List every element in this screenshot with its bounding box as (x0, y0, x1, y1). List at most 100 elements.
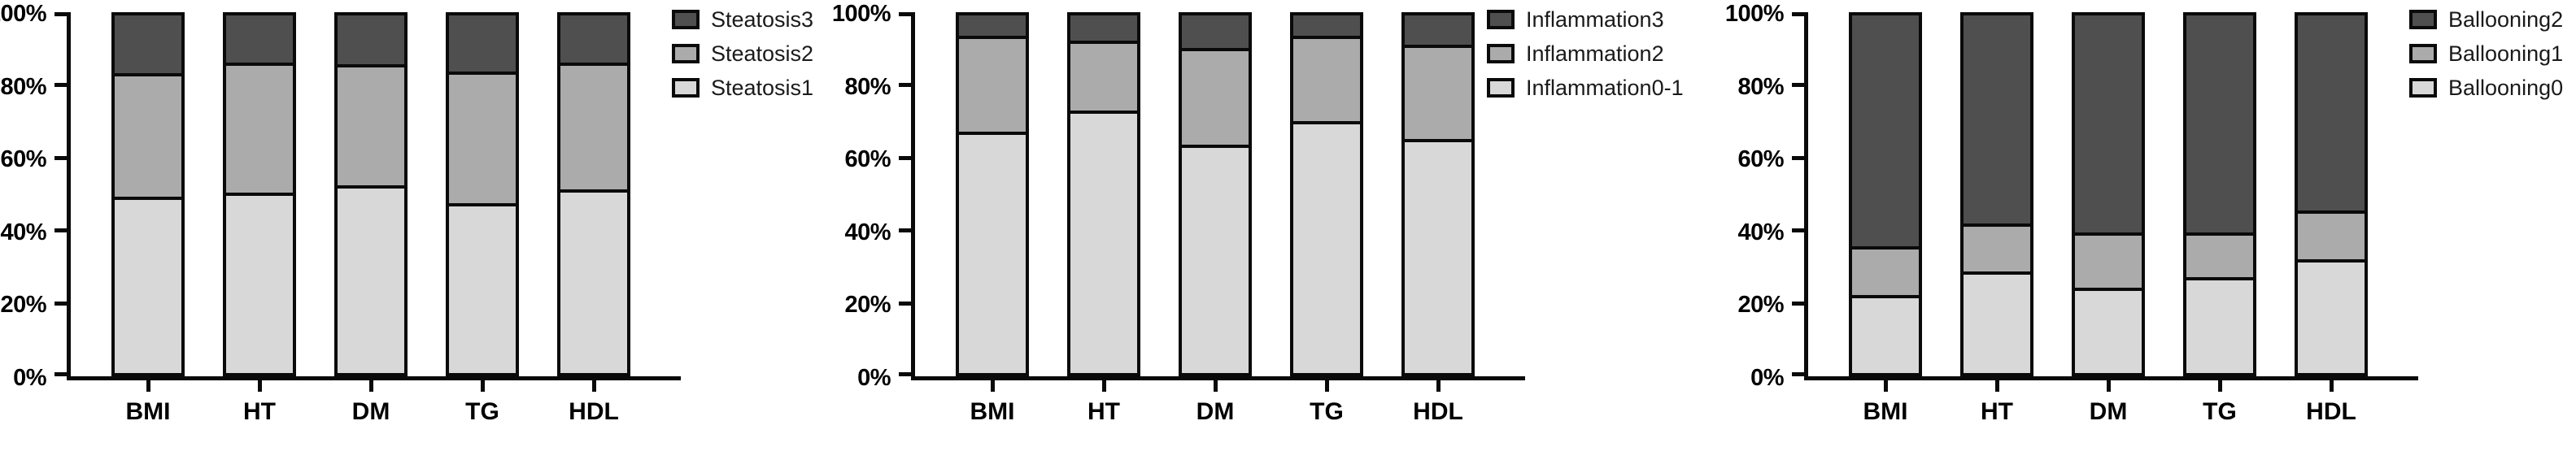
x-axis-tick (1324, 380, 1329, 392)
bar-segment-ballooning1 (2186, 235, 2253, 280)
bar-segment-inflammation2 (959, 38, 1026, 136)
bar-segment-inflammation0-1 (959, 135, 1026, 373)
bar-segment-inflammation2 (1405, 47, 1471, 143)
x-axis-tick (480, 380, 485, 392)
y-axis-tick (1792, 12, 1804, 16)
bar-ht (1067, 12, 1140, 376)
y-tick-label: 0% (857, 365, 891, 391)
legend-swatch-inflammation0-1 (1487, 78, 1515, 98)
legend-label-inflammation0-1: Inflammation0-1 (1526, 76, 1684, 100)
legend-label-inflammation2: Inflammation2 (1526, 41, 1664, 66)
x-axis-label-ht: HT (1981, 398, 2013, 425)
x-axis-label-dm: DM (351, 398, 390, 425)
bar-tg (2183, 12, 2256, 376)
y-axis-tick (899, 301, 911, 306)
x-axis-tick (2329, 380, 2334, 392)
y-axis-tick (1792, 155, 1804, 160)
y-tick-label: 0% (1750, 365, 1784, 391)
bar-segment-ballooning2 (2298, 15, 2365, 215)
bar-segment-ballooning0 (2075, 290, 2142, 373)
y-axis-tick (899, 12, 911, 16)
y-tick-label: 100% (1724, 1, 1785, 27)
legend-label-steatosis1: Steatosis1 (711, 76, 814, 100)
x-axis-tick (990, 380, 995, 392)
y-tick-label: 40% (0, 219, 46, 245)
bar-segment-steatosis2 (226, 65, 293, 197)
y-tick-label: 20% (844, 292, 891, 319)
legend-label-ballooning0: Ballooning0 (2448, 76, 2564, 100)
x-axis-label-ht: HT (243, 398, 276, 425)
legend-swatch-ballooning1 (2409, 44, 2437, 63)
bar-segment-inflammation2 (1293, 38, 1360, 125)
x-axis-label-bmi: BMI (1863, 398, 1908, 425)
legend-swatch-steatosis3 (672, 10, 700, 29)
bar-dm (334, 12, 408, 376)
legend-swatch-inflammation3 (1487, 10, 1515, 29)
bar-segment-ballooning2 (2186, 15, 2253, 236)
x-axis-tick (368, 380, 373, 392)
y-axis-tick (1792, 301, 1804, 306)
x-axis-label-hdl: HDL (2306, 398, 2356, 425)
x-axis-tick (1436, 380, 1441, 392)
bar-segment-inflammation3 (1070, 15, 1137, 45)
y-axis-tick (54, 12, 67, 16)
bar-tg (1290, 12, 1363, 376)
legend-label-steatosis3: Steatosis3 (711, 7, 814, 32)
bar-segment-inflammation0-1 (1182, 147, 1249, 373)
bar-hdl (1401, 12, 1475, 376)
y-tick-label: 60% (0, 146, 46, 173)
y-tick-label: 100% (831, 1, 891, 27)
bar-segment-steatosis3 (338, 15, 404, 67)
y-tick-label: 20% (0, 292, 46, 319)
bar-segment-inflammation2 (1182, 51, 1249, 148)
bar-segment-steatosis2 (449, 74, 516, 207)
legend-label-ballooning2: Ballooning2 (2448, 7, 2564, 32)
y-axis-line (67, 12, 71, 380)
bar-segment-inflammation3 (1405, 15, 1471, 48)
bar-ht (1960, 12, 2033, 376)
bar-ht (223, 12, 296, 376)
bar-hdl (557, 12, 630, 376)
bar-segment-ballooning0 (2298, 262, 2365, 373)
x-axis-tick (2217, 380, 2222, 392)
y-axis-tick (54, 155, 67, 160)
legend-swatch-inflammation2 (1487, 44, 1515, 63)
legend-swatch-ballooning2 (2409, 10, 2437, 29)
x-axis-label-ht: HT (1087, 398, 1120, 425)
bar-segment-ballooning0 (2186, 280, 2253, 373)
bar-bmi (956, 12, 1029, 376)
x-axis-tick (1101, 380, 1106, 392)
y-axis-tick (899, 83, 911, 88)
x-axis-label-tg: TG (465, 398, 499, 425)
x-axis-label-dm: DM (1196, 398, 1235, 425)
x-axis-label-hdl: HDL (1413, 398, 1463, 425)
legend-swatch-steatosis2 (672, 44, 700, 63)
bar-segment-steatosis2 (338, 67, 404, 189)
legend-swatch-steatosis1 (672, 78, 700, 98)
bar-segment-ballooning1 (2075, 235, 2142, 291)
y-axis-tick (1792, 228, 1804, 233)
y-tick-label: 80% (0, 73, 46, 100)
y-axis-line (911, 12, 915, 380)
y-tick-label: 40% (844, 219, 891, 245)
y-axis-tick (54, 83, 67, 88)
bar-segment-steatosis1 (560, 192, 627, 373)
y-axis-tick (54, 372, 67, 376)
bar-tg (446, 12, 519, 376)
y-axis-tick (54, 301, 67, 306)
y-tick-label: 100% (0, 1, 47, 27)
bar-segment-steatosis1 (226, 196, 293, 373)
bar-segment-steatosis1 (338, 189, 404, 373)
bar-segment-steatosis1 (115, 199, 181, 373)
bar-bmi (1849, 12, 1922, 376)
y-axis-tick (899, 155, 911, 160)
y-axis-tick (1792, 83, 1804, 88)
bar-segment-steatosis1 (449, 206, 516, 373)
legend-label-ballooning1: Ballooning1 (2448, 41, 2564, 66)
y-axis-tick (1792, 372, 1804, 376)
x-axis-label-tg: TG (1310, 398, 1344, 425)
x-axis-tick (1213, 380, 1218, 392)
bar-segment-ballooning2 (1852, 15, 1919, 250)
bar-segment-ballooning1 (1852, 250, 1919, 298)
